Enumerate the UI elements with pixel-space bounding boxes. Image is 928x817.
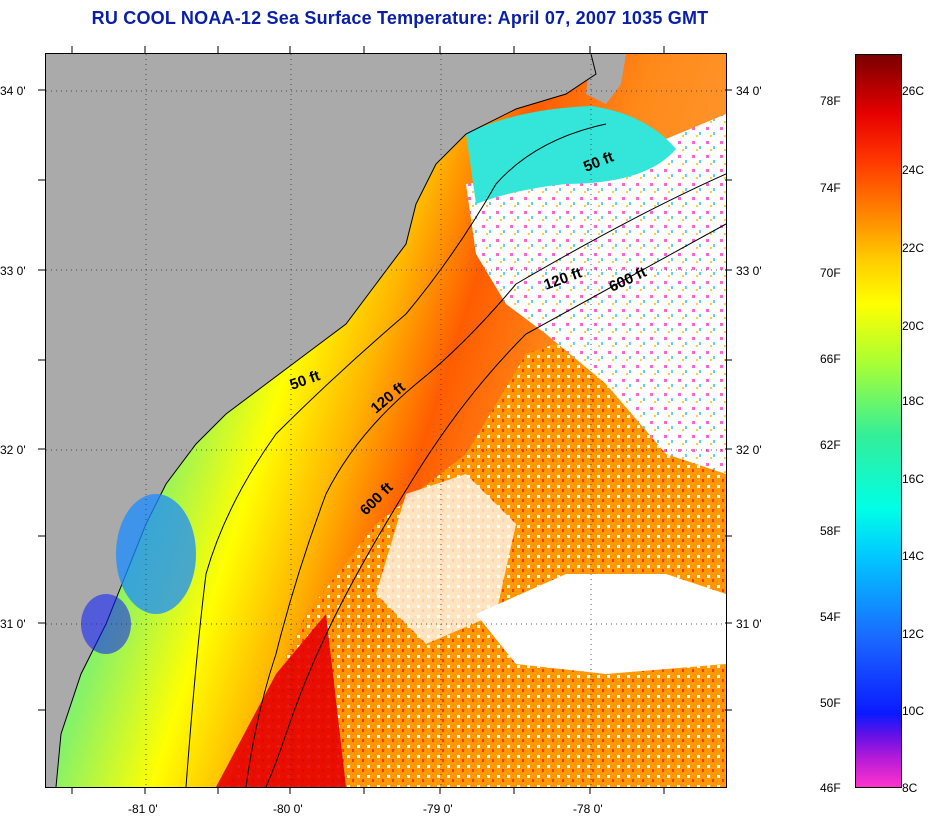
lon-label-78: -78 0' (573, 802, 603, 816)
cloud-mask-northeast (466, 114, 726, 474)
colorbar-f-46: 46F (820, 781, 841, 795)
lat-label-33: 33 0' (0, 264, 26, 278)
colorbar-f-70: 70F (820, 266, 841, 280)
lat-label-34-right: 34 0' (736, 84, 762, 98)
sst-map[interactable]: 50 ft 120 ft 600 ft 50 ft 120 ft 600 ft (45, 53, 727, 788)
lat-label-34: 34 0' (0, 84, 26, 98)
graticule (46, 54, 726, 787)
colorbar-f-54: 54F (820, 610, 841, 624)
sst-map-canvas: 50 ft 120 ft 600 ft 50 ft 120 ft 600 ft (46, 54, 726, 787)
lat-label-32: 32 0' (0, 443, 26, 457)
colorbar-f-78: 78F (820, 94, 841, 108)
colorbar-c-10: 10C (902, 704, 925, 718)
temperature-colorbar (855, 54, 902, 788)
nearshore-cold-band (466, 106, 676, 204)
colorbar-c-8: 8C (902, 781, 918, 795)
lat-label-33-right: 33 0' (736, 264, 762, 278)
cloud-patch-south (376, 474, 516, 644)
colorbar-c-26: 26C (902, 84, 925, 98)
colorbar-f-66: 66F (820, 352, 841, 366)
lon-label-80: -80 0' (273, 802, 303, 816)
map-axes: 34 0' 33 0' 32 0' 31 0' 34 0' 33 0' 32 0… (0, 46, 762, 816)
lat-label-31: 31 0' (0, 617, 26, 631)
colorbar-c-12: 12C (902, 627, 925, 641)
colorbar-c-24: 24C (902, 163, 925, 177)
colorbar-f-62: 62F (820, 438, 841, 452)
contour-120ft (245, 173, 726, 787)
colorbar-f-58: 58F (820, 524, 841, 538)
colorbar-c-22: 22C (902, 241, 925, 255)
colorbar-f-50: 50F (820, 696, 841, 710)
lat-label-32-right: 32 0' (736, 443, 762, 457)
lon-label-81: -81 0' (128, 802, 158, 816)
contour-600ft (265, 223, 726, 787)
colorbar-c-14: 14C (902, 549, 925, 563)
colorbar-c-16: 16C (902, 472, 925, 486)
colorbar-c-18: 18C (902, 394, 925, 408)
colorbar-c-20: 20C (902, 319, 925, 333)
cold-water-pocket (116, 494, 196, 614)
colorbar-f-74: 74F (820, 181, 841, 195)
lat-label-31-right: 31 0' (736, 617, 762, 631)
gulf-stream-core (216, 614, 346, 787)
land-mass (46, 54, 596, 787)
lon-label-79: -79 0' (423, 802, 453, 816)
contour-50ft (185, 123, 607, 787)
map-title: RU COOL NOAA-12 Sea Surface Temperature:… (91, 8, 709, 28)
